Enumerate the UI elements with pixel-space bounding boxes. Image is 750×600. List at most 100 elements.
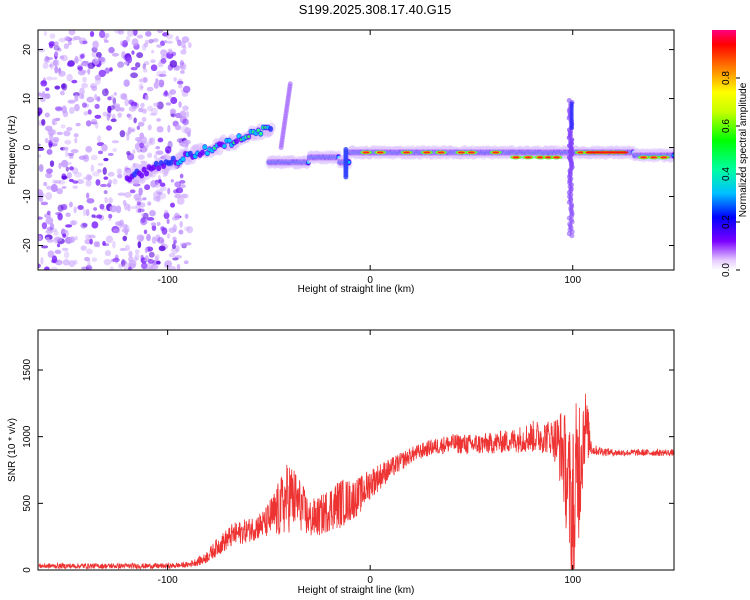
spectrogram-cell — [259, 132, 263, 136]
spectrogram-cell — [140, 77, 147, 84]
spectrogram-cell — [107, 96, 112, 101]
spectrogram-cell — [74, 103, 80, 112]
spectrogram-cell — [50, 184, 58, 192]
spectrogram-cell — [163, 212, 170, 220]
spectrogram-cell — [49, 228, 58, 233]
spectrogram-cell — [179, 173, 184, 179]
spectrogram-cell — [66, 73, 73, 82]
spectrogram-cell — [512, 156, 520, 159]
spectrogram-cell — [49, 61, 55, 70]
spectrogram-cell — [38, 48, 46, 53]
spectrogram-cell — [87, 175, 93, 180]
spectrogram-cell — [42, 62, 49, 69]
spectrogram-cell — [65, 166, 69, 172]
spectrogram-cell — [38, 107, 43, 115]
spectrogram-cell — [423, 151, 431, 154]
spectrogram-cell — [45, 93, 51, 100]
spectrogram-cell — [38, 143, 41, 147]
spectrogram-cell — [71, 79, 78, 84]
spectrogram-cell — [54, 85, 61, 90]
spectrogram-cell — [159, 182, 166, 187]
spectrogram-cell — [119, 247, 127, 252]
spectrogram-cell — [156, 79, 163, 83]
spectrogram-cell — [93, 207, 98, 211]
spectrogram-cell — [94, 103, 100, 109]
spectrogram-cell — [38, 235, 42, 242]
spectrogram-cell — [91, 85, 98, 92]
spectrogram-cell — [536, 156, 544, 159]
spectrogram-cell — [179, 242, 188, 247]
spectrogram-cell — [153, 81, 159, 89]
spectrogram-cell — [106, 113, 110, 121]
spectrogram-cell — [143, 42, 149, 48]
spectrogram-cell — [117, 112, 123, 118]
spectrogram-cell — [54, 117, 61, 122]
spectrogram-cell — [98, 30, 106, 39]
spectrogram-cell — [184, 213, 189, 219]
spectrogram-cell — [73, 259, 78, 265]
spectrogram-cell — [268, 125, 274, 132]
spectrogram-cell — [167, 48, 173, 54]
spectrogram-cell — [172, 236, 177, 241]
spectrogram-cell — [136, 149, 143, 153]
spectrogram-cell — [205, 151, 210, 156]
spectrogram-cell — [65, 224, 73, 228]
spectrogram-cell — [44, 112, 50, 118]
spectrogram-cell — [147, 258, 154, 264]
spectrogram-cell — [95, 179, 101, 186]
spectrogram-cell — [68, 260, 76, 268]
spectrogram-cell — [153, 81, 160, 89]
spectrogram-cell — [180, 70, 185, 74]
spectrogram-cell — [108, 217, 112, 222]
figure-title: S199.2025.308.17.40.G15 — [299, 2, 452, 17]
spectrogram-cell — [179, 220, 183, 228]
spectrogram-cell — [376, 151, 384, 154]
spectrogram-cell — [58, 162, 62, 169]
spectrogram-cell — [107, 152, 114, 156]
spectrogram-cell — [85, 264, 92, 270]
x-tick-label: -100 — [158, 275, 178, 286]
spectrogram-cell — [45, 192, 53, 201]
spectrogram-cell — [170, 246, 179, 254]
spectrogram-cell — [138, 107, 144, 113]
colorbar-tick-label: 0.6 — [721, 119, 732, 133]
spectrogram-cell — [124, 202, 129, 211]
spectrogram-cell — [58, 180, 66, 185]
spectrogram-cell — [140, 85, 144, 89]
spectrogram-cell — [233, 138, 239, 145]
spectrogram-cell — [176, 197, 185, 205]
spectrogram-cell — [167, 187, 171, 195]
spectrogram-cell — [129, 189, 136, 194]
spectrogram-cell — [112, 240, 116, 249]
spectrogram-cell — [120, 260, 128, 265]
snr-frame — [37, 329, 675, 571]
spectrogram-cell — [123, 61, 129, 65]
spectrogram-cell — [109, 105, 116, 111]
spectrogram-cell — [136, 125, 141, 130]
spectrogram-cell — [103, 176, 109, 180]
spectrogram-cell — [72, 92, 81, 97]
spectrogram-cell — [52, 136, 60, 143]
spectrogram-image — [38, 30, 674, 270]
spectrogram-cell — [90, 154, 98, 161]
colorbar-tick-label: 0.4 — [721, 167, 732, 181]
spectrogram-cell — [54, 249, 62, 255]
spectrogram-cell — [130, 205, 138, 210]
spectrogram-cell — [152, 38, 159, 43]
spectrogram-cell — [158, 179, 162, 184]
spectrogram-cell — [53, 59, 59, 66]
spectrogram-cell — [176, 80, 184, 85]
spectrogram-cell — [50, 266, 58, 270]
spectrogram-cell — [63, 43, 69, 50]
spectrogram-cell — [79, 40, 83, 45]
spectrogram-cell — [42, 77, 46, 84]
spectrogram-cell — [51, 138, 57, 143]
spectrogram-cell — [62, 259, 70, 266]
spectrogram-cell — [174, 124, 182, 131]
spectrogram-cell — [155, 234, 161, 242]
spectrogram-cell — [89, 31, 95, 37]
spectrogram-cell — [47, 250, 55, 258]
spectrogram-cell — [569, 101, 574, 106]
spectrogram-cell — [66, 172, 72, 179]
